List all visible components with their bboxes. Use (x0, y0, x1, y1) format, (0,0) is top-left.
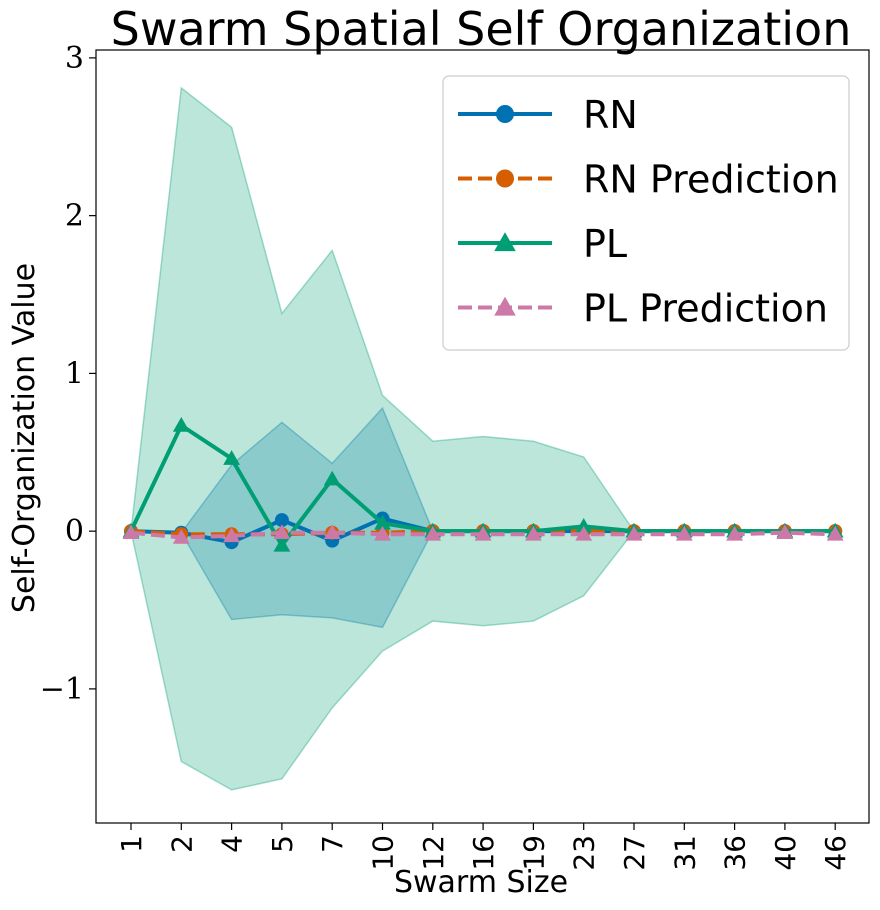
point-2-5 (374, 514, 391, 530)
x-axis-label: Swarm Size (394, 865, 568, 900)
series-lines (122, 417, 844, 552)
point-2-2 (223, 450, 240, 465)
x-tick-label: 16 (467, 835, 500, 871)
legend-marker-0 (496, 105, 514, 123)
x-tick-label: 36 (719, 835, 752, 871)
point-3-11 (675, 525, 693, 541)
point-3-13 (776, 524, 794, 540)
point-3-5 (374, 525, 391, 541)
point-3-9 (575, 525, 593, 541)
legend-marker-3 (494, 296, 516, 316)
point-3-7 (474, 525, 492, 541)
legend-label-1: RN Prediction (583, 158, 839, 202)
legend-label-2: PL (583, 222, 627, 266)
legend-marker-2 (494, 232, 516, 252)
band-series-2 (130, 86, 836, 791)
legend-box (442, 75, 850, 351)
point-3-6 (424, 525, 442, 541)
x-tick-label: 12 (417, 835, 450, 871)
x-tick-label: 19 (517, 835, 550, 871)
y-tick-label: −1 (40, 672, 84, 707)
point-3-0 (122, 524, 140, 540)
y-axis: −1 0 1 2 3 (40, 41, 96, 707)
x-tick-label: 7 (316, 835, 349, 853)
x-axis: 1 2 4 5 7 10 12 16 19 23 27 31 36 40 46 (115, 823, 852, 871)
legend-marker-1 (496, 169, 514, 188)
x-tick-label: 4 (216, 835, 249, 853)
y-tick-label: 2 (65, 199, 84, 234)
point-3-4 (323, 524, 341, 540)
point-2-3 (273, 536, 291, 552)
point-2-1 (172, 417, 190, 432)
y-tick-label: 3 (65, 41, 84, 76)
x-tick-label: 40 (769, 835, 802, 871)
point-3-1 (172, 529, 190, 544)
point-0-3 (274, 513, 289, 528)
x-tick-label: 1 (115, 835, 148, 853)
y-tick-label: 1 (65, 356, 84, 391)
y-tick-label: 0 (65, 514, 84, 549)
y-axis-label: Self-Organization Value (7, 263, 42, 613)
band-series-0 (130, 406, 836, 629)
legend-label-0: RN (583, 93, 638, 137)
x-tick-label: 5 (266, 835, 299, 853)
point-3-12 (726, 525, 743, 541)
legend: RN RN Prediction PL PL Prediction (442, 75, 850, 351)
x-tick-label: 31 (668, 835, 701, 871)
x-tick-label: 46 (819, 835, 852, 871)
x-tick-label: 27 (618, 835, 651, 871)
point-3-14 (826, 525, 844, 541)
point-2-4 (323, 470, 341, 486)
x-tick-label: 10 (367, 835, 400, 871)
point-3-10 (625, 525, 643, 541)
x-tick-label: 23 (568, 835, 601, 871)
point-3-3 (273, 524, 291, 540)
confidence-bands (130, 86, 836, 791)
legend-label-3: PL Prediction (583, 287, 828, 331)
point-2-9 (575, 518, 593, 533)
chart-title: Swarm Spatial Self Organization (111, 2, 852, 56)
point-3-2 (223, 527, 240, 543)
point-3-8 (525, 525, 542, 541)
x-tick-label: 2 (165, 835, 198, 853)
